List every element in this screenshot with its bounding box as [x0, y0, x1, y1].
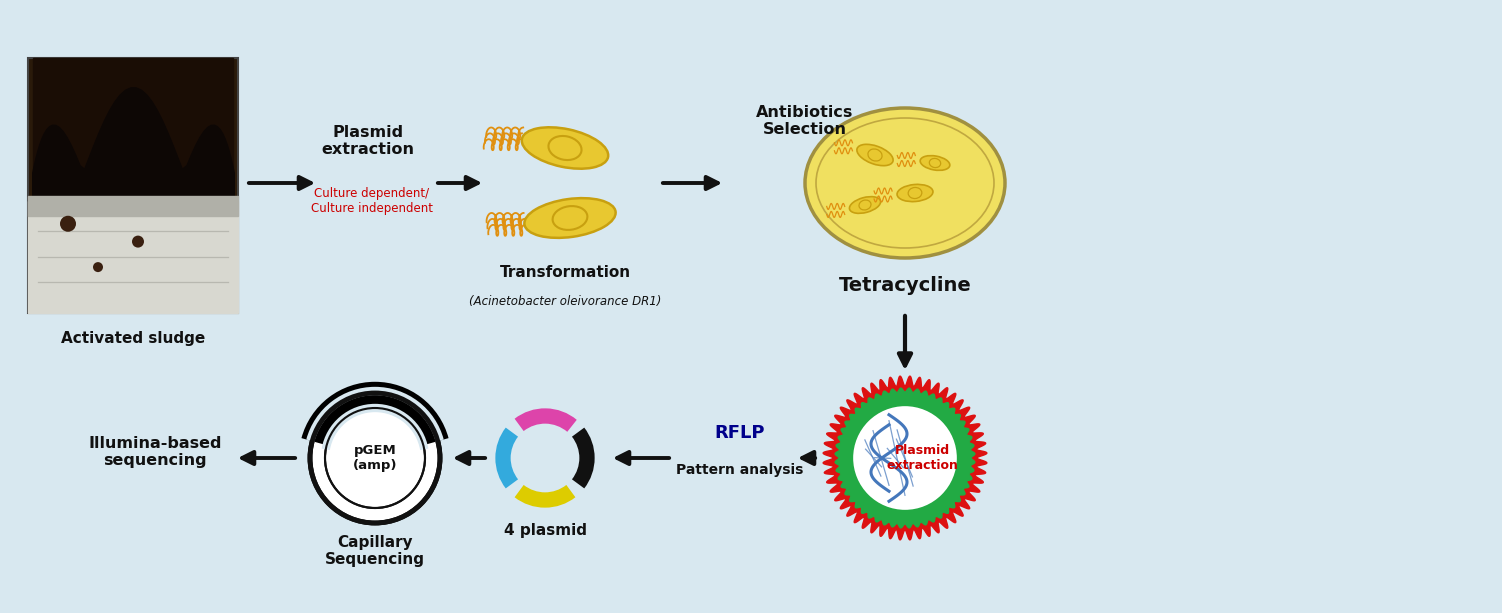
Text: Activated sludge: Activated sludge	[62, 331, 206, 346]
Text: Tetracycline: Tetracycline	[838, 276, 972, 295]
Circle shape	[93, 262, 104, 272]
Ellipse shape	[805, 108, 1005, 258]
Polygon shape	[29, 196, 237, 216]
Ellipse shape	[521, 128, 608, 169]
Polygon shape	[835, 388, 975, 528]
Text: 4 plasmid: 4 plasmid	[503, 523, 586, 538]
Ellipse shape	[816, 118, 994, 248]
Circle shape	[324, 408, 425, 508]
Text: Antibiotics
Selection: Antibiotics Selection	[757, 105, 853, 137]
Circle shape	[132, 235, 144, 248]
Text: Illumina-based
sequencing: Illumina-based sequencing	[89, 436, 222, 468]
Ellipse shape	[921, 156, 949, 170]
Circle shape	[309, 393, 440, 523]
Circle shape	[60, 216, 77, 232]
Text: Transformation: Transformation	[500, 265, 631, 280]
Text: Plasmid
extraction: Plasmid extraction	[886, 444, 958, 472]
FancyBboxPatch shape	[29, 58, 237, 313]
Polygon shape	[823, 376, 987, 540]
Circle shape	[853, 406, 957, 510]
Polygon shape	[29, 201, 237, 313]
Text: Plasmid
extraction: Plasmid extraction	[321, 125, 415, 157]
Text: pGEM
(amp): pGEM (amp)	[353, 444, 397, 472]
Text: RFLP: RFLP	[715, 424, 765, 442]
Text: (Acinetobacter oleivorance DR1): (Acinetobacter oleivorance DR1)	[469, 295, 661, 308]
Polygon shape	[33, 58, 233, 206]
Text: Pattern analysis: Pattern analysis	[676, 463, 804, 477]
Text: Capillary
Sequencing: Capillary Sequencing	[324, 535, 425, 568]
Ellipse shape	[850, 197, 880, 213]
Ellipse shape	[897, 185, 933, 202]
Ellipse shape	[856, 144, 894, 166]
Ellipse shape	[524, 198, 616, 238]
Text: Culture dependent/
Culture independent: Culture dependent/ Culture independent	[311, 187, 433, 215]
